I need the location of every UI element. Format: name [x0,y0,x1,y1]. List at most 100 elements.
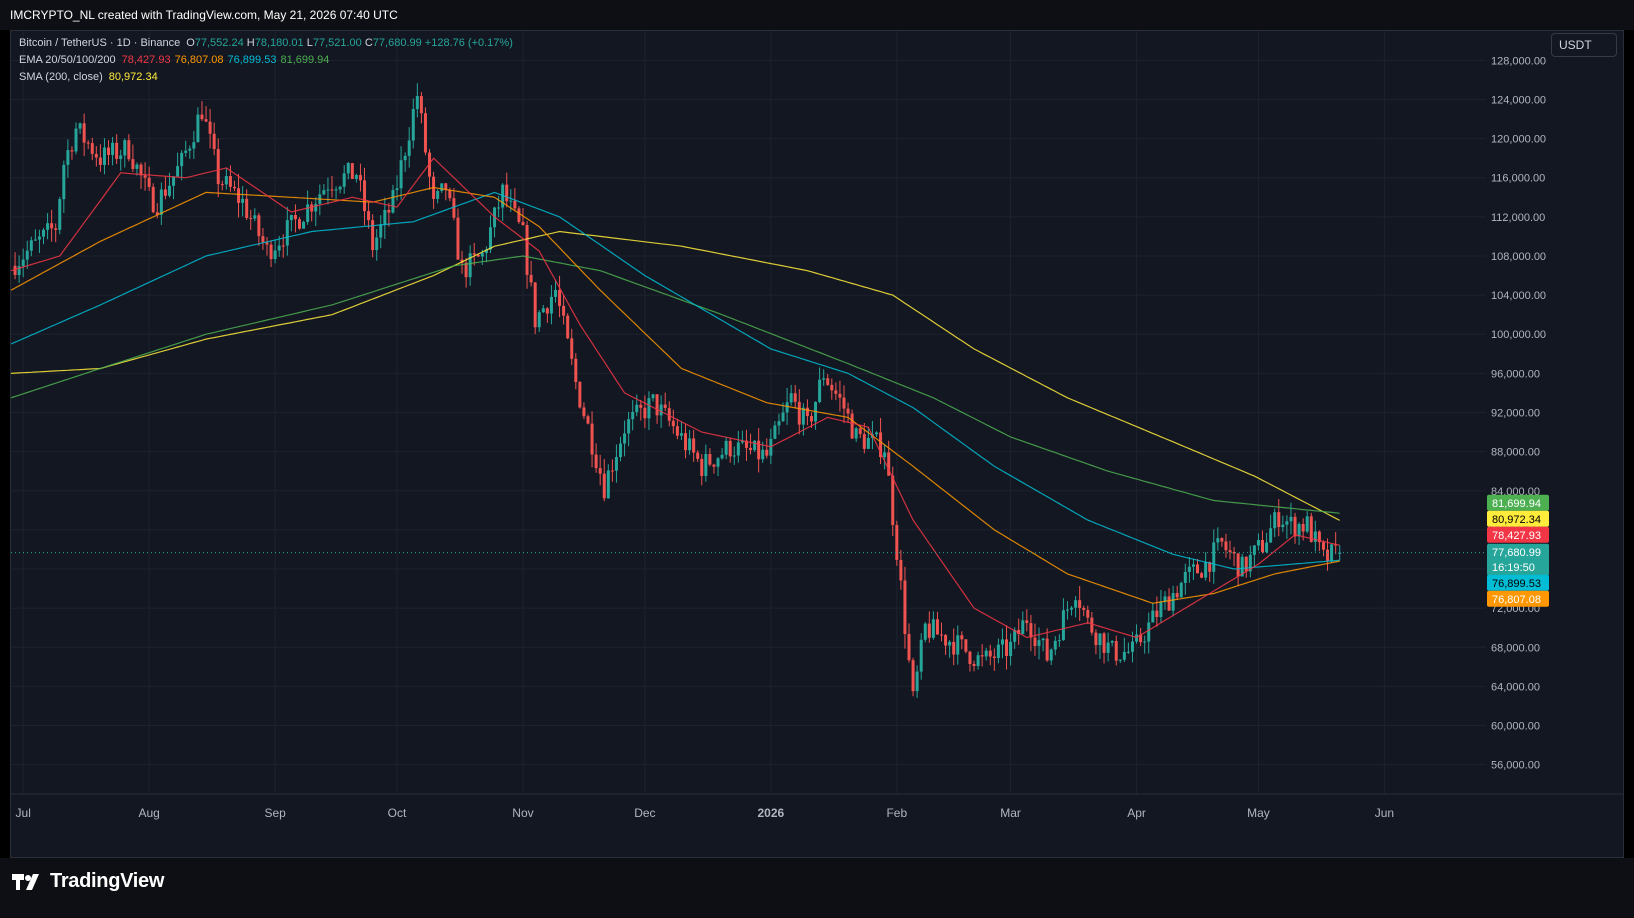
candle-body [992,656,996,659]
price-tick-label: 108,000.00 [1491,251,1546,263]
price-tick-label: 68,000.00 [1491,642,1540,654]
candle-body [716,458,720,467]
ema50-price-tag-bg [1487,590,1549,607]
ema50-line [11,186,1340,604]
candle-body [830,384,834,391]
candle-body [696,452,700,459]
candle-body [1005,639,1009,657]
brand-name: TradingView [50,870,165,892]
candle-body [631,412,635,420]
candle-body [123,140,127,156]
candle-body [891,475,895,526]
candle-body [757,440,761,460]
candle-body [363,180,367,212]
candle-body [927,623,931,638]
candle-body [980,655,984,657]
candle-body [598,468,602,474]
candle-body [192,142,196,149]
candle-body [452,198,456,218]
candle-body [245,198,249,218]
price-tick-label: 64,000.00 [1491,681,1540,693]
price-chart[interactable]: 56,000.0060,000.0064,000.0068,000.0072,0… [11,31,1623,857]
candle-body [322,190,326,195]
candle-body [1321,542,1325,550]
candle-body [1155,610,1159,618]
candle-body [1334,544,1338,546]
candle-body [58,199,62,230]
candle-body [334,189,338,191]
candle-body [326,189,330,191]
candle-body [176,166,180,177]
tradingview-logo[interactable]: TradingView [12,870,164,893]
candle-body [330,189,334,191]
candle-body [143,175,147,178]
candle-body [1090,617,1094,633]
candle-body [1200,573,1204,578]
candle-body [781,412,785,422]
candle-body [407,140,411,156]
candle-body [232,186,236,189]
last-price-tag: 77,680.99 [1492,547,1541,559]
candle-body [342,173,346,187]
ema200-price-tag: 81,699.94 [1492,498,1541,510]
candle-body [497,207,501,209]
candle-body [66,150,70,165]
close-label: C [364,37,373,49]
open-label: O [186,37,195,49]
candle-body [895,525,899,560]
candle-body [826,378,830,385]
high-label: H [246,37,255,49]
time-tick-label: Dec [634,806,655,820]
chart-panel[interactable]: 56,000.00 60,000.00 64,000.00 68,000.00 72,0… [10,30,1624,858]
candle-body [883,452,887,458]
price-tick-label: 104,000.00 [1491,290,1546,302]
candle-body [903,580,907,634]
candle-body [480,253,484,257]
price-tick-label: 60,000.00 [1491,721,1540,733]
candle-body [1191,564,1195,567]
candle-body [684,433,688,451]
candle-body [151,186,155,213]
candle-body [647,398,651,419]
candle-body [915,671,919,692]
candle-body [594,454,598,469]
candle-body [549,296,553,314]
sma200-price-tag: 80,972.34 [1492,514,1541,526]
candle-body [127,140,131,160]
candle-body [948,641,952,646]
candle-body [1244,556,1248,572]
candle-body [1086,609,1090,618]
time-tick-label: Jun [1375,806,1394,820]
candle-body [367,211,371,221]
candle-body [1167,596,1171,611]
candle-body [228,176,232,187]
candle-body [866,437,870,449]
candle-body [541,308,545,313]
candle-body [850,413,854,439]
candle-body [54,228,58,230]
candle-body [306,204,310,222]
candle-body [1029,623,1033,638]
candle-body [167,185,171,196]
candle-body [107,147,111,155]
candle-body [818,379,822,402]
ema-row[interactable]: EMA 20/50/100/200 78,427.93 76,807.08 76… [19,52,513,69]
candle-body [1305,516,1309,532]
candle-body [533,282,537,328]
candle-body [119,155,123,159]
time-tick-label: Feb [886,806,907,820]
candle-body [960,635,964,640]
candle-body [651,394,655,399]
candle-body [188,148,192,151]
time-tick-label: 2026 [757,806,784,820]
candle-body [220,184,224,186]
candle-body [655,394,659,416]
candle-body [460,259,464,263]
sma-row[interactable]: SMA (200, close) 80,972.34 [19,69,513,86]
price-labels: 81,699.94 80,972.34 78,427.93 77,680.99 16:1… [11,494,1549,607]
candle-body [1232,551,1236,554]
currency-button[interactable]: USDT [1551,33,1617,57]
symbol-row: Bitcoin / TetherUS · 1D · Binance O77,55… [19,35,513,52]
candle-body [1061,610,1065,641]
price-tick-label: 128,000.00 [1491,55,1546,67]
